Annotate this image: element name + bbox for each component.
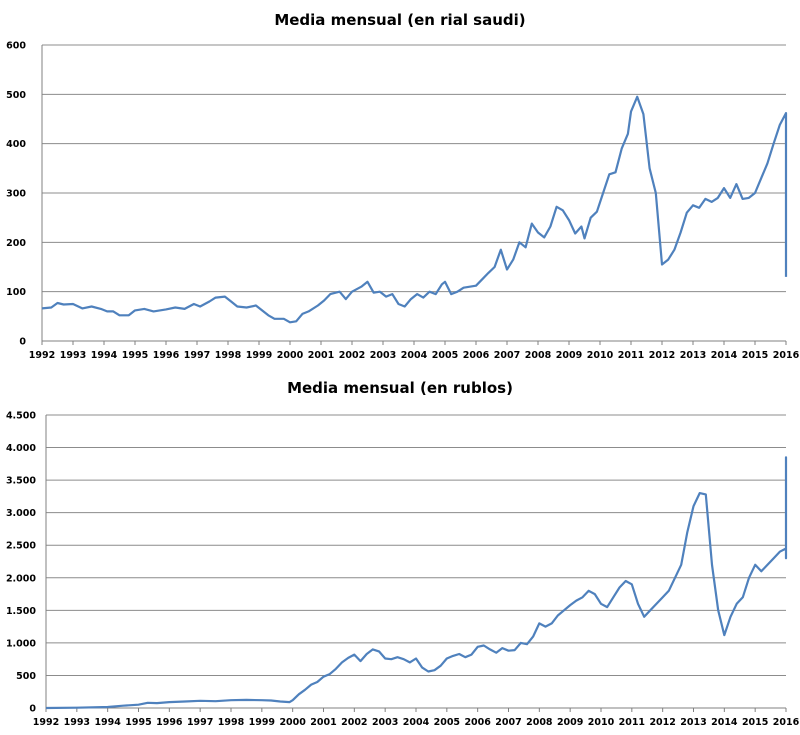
x-tick-label: 2000	[277, 350, 304, 361]
y-tick-label: 100	[6, 287, 26, 298]
x-tick-label: 1995	[125, 717, 151, 728]
x-tick-label: 1998	[218, 717, 245, 728]
y-tick-label: 400	[6, 139, 26, 150]
x-tick-label: 2015	[742, 350, 768, 361]
x-tick-label: 2016	[773, 717, 800, 728]
x-tick-label: 2007	[494, 350, 520, 361]
chart-rial: Media mensual (en rial saudi) 0 100 200 300…	[6, 11, 800, 362]
x-tick-label: 2004	[403, 717, 430, 728]
x-tick-label: 2013	[680, 717, 706, 728]
y-tick-label: 0	[29, 704, 36, 715]
x-tick-label: 1994	[94, 717, 121, 728]
y-tick-label: 200	[6, 238, 26, 249]
x-tick-label: 2006	[464, 717, 491, 728]
x-tick-label: 2003	[372, 717, 398, 728]
y-tick-label: 3.000	[6, 508, 36, 519]
x-tick-label: 2008	[525, 350, 552, 361]
x-tick-label: 1997	[187, 717, 213, 728]
x-tick-label: 2008	[526, 717, 553, 728]
x-tick-label: 2009	[556, 350, 582, 361]
x-tick-label: 1992	[33, 717, 59, 728]
x-tick-label: 2004	[401, 350, 428, 361]
y-tick-label: 2.500	[6, 541, 36, 552]
y-tick-label: 600	[6, 41, 26, 52]
x-tick-label: 2010	[588, 717, 615, 728]
x-tick-label: 1992	[29, 350, 55, 361]
chart-plot-area: 0 100 200 300 400 500 600 1992 1993 1994 1995 1996 1…	[6, 41, 800, 362]
x-tick-label: 2011	[618, 350, 644, 361]
x-tick-label: 2007	[495, 717, 521, 728]
y-tick-label: 500	[16, 671, 36, 682]
y-tick-label: 1.500	[6, 606, 36, 617]
y-tick-label: 1.000	[6, 638, 36, 649]
x-tick-label: 1996	[156, 717, 183, 728]
x-tick-label: 2001	[308, 350, 334, 361]
y-tick-label: 2.000	[6, 573, 36, 584]
x-tick-label: 2013	[680, 350, 706, 361]
y-tick-label: 4.000	[6, 443, 36, 454]
x-tick-label: 1994	[91, 350, 118, 361]
x-tick-label: 1995	[122, 350, 148, 361]
x-tick-label: 2001	[310, 717, 336, 728]
x-tick-label: 1993	[64, 717, 90, 728]
chart-title: Media mensual (en rublos)	[287, 379, 513, 397]
x-tick-label: 2003	[370, 350, 396, 361]
x-tick-label: 2002	[339, 350, 365, 361]
y-tick-label: 500	[6, 90, 26, 101]
x-tick-label: 2005	[432, 350, 458, 361]
x-tick-label: 2006	[463, 350, 490, 361]
x-tick-label: 1997	[184, 350, 210, 361]
x-tick-label: 2015	[742, 717, 768, 728]
x-tick-label: 2012	[649, 350, 675, 361]
x-tick-label: 2009	[557, 717, 583, 728]
x-tick-label: 1999	[249, 717, 275, 728]
x-tick-label: 2002	[341, 717, 367, 728]
chart-title: Media mensual (en rial saudi)	[274, 11, 526, 29]
chart-rublos: Media mensual (en rublos) 0 500 1.000 1.500…	[0, 370, 800, 735]
x-tick-label: 1998	[215, 350, 242, 361]
x-tick-label: 2005	[434, 717, 460, 728]
y-tick-label: 3.500	[6, 476, 36, 487]
x-tick-label: 1993	[60, 350, 86, 361]
x-tick-label: 2000	[279, 717, 306, 728]
x-tick-label: 2012	[649, 717, 675, 728]
x-tick-label: 1999	[246, 350, 272, 361]
series-line	[45, 456, 788, 710]
y-tick-label: 4.500	[6, 411, 36, 422]
x-tick-label: 2010	[587, 350, 614, 361]
chart-plot-area: 0 500 1.000 1.500 2.000 2.500 3.000 3.500 4.000 4…	[6, 411, 800, 729]
series-line	[41, 95, 788, 324]
x-tick-label: 2014	[711, 350, 738, 361]
y-tick-label: 300	[6, 189, 26, 200]
y-tick-label: 0	[19, 337, 26, 348]
x-tick-label: 1996	[153, 350, 180, 361]
x-tick-label: 2014	[711, 717, 738, 728]
x-tick-label: 2016	[773, 350, 800, 361]
x-tick-label: 2011	[619, 717, 645, 728]
